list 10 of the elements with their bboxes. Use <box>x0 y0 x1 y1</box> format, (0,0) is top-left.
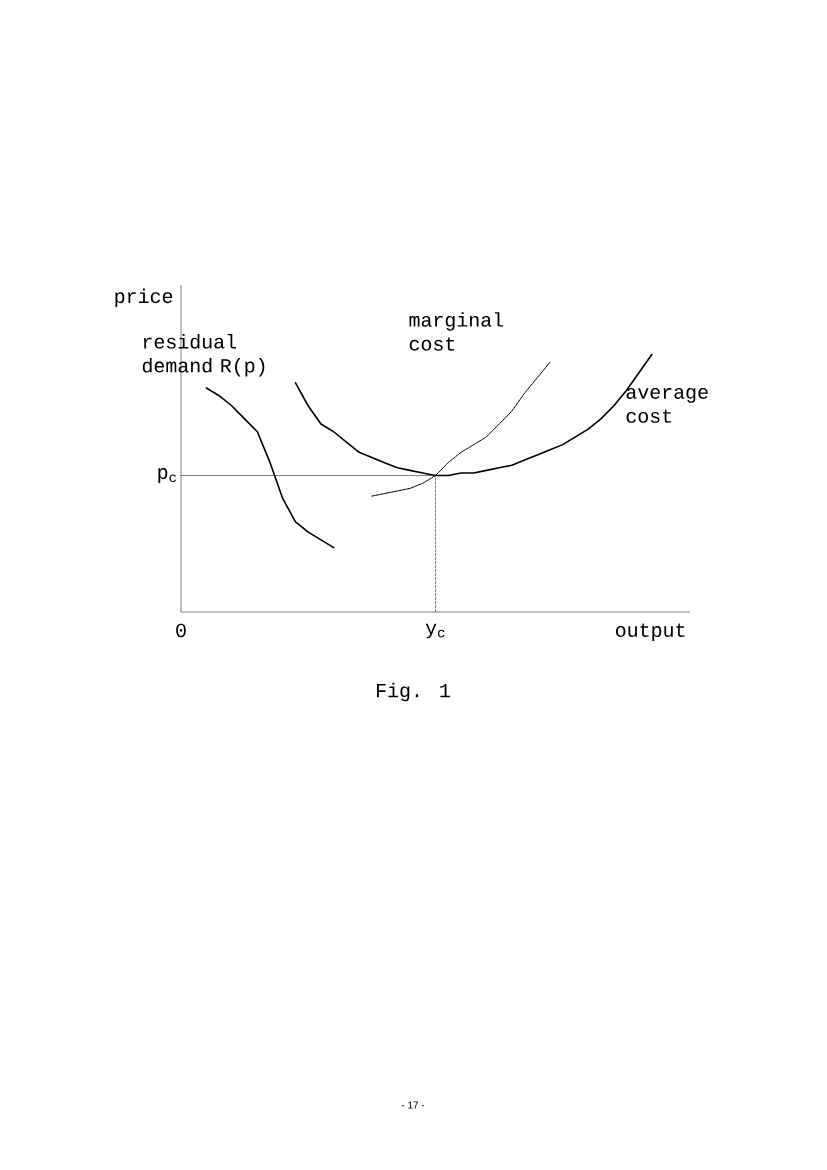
x-axis-title: output <box>616 623 685 641</box>
ref-line-label: p$_{c}$ <box>158 468 176 483</box>
series-label: residual demand R(p) <box>142 333 265 377</box>
series-label: average cost <box>626 388 708 423</box>
x-tick-label: y$_{c}$ <box>425 623 445 639</box>
caption: Fig. 1 <box>377 682 450 702</box>
y-axis-title: price <box>115 288 173 308</box>
x-tick-label: 0 <box>176 623 186 638</box>
text: - 17 - <box>401 1101 425 1109</box>
text: marginal cost <box>409 312 504 351</box>
